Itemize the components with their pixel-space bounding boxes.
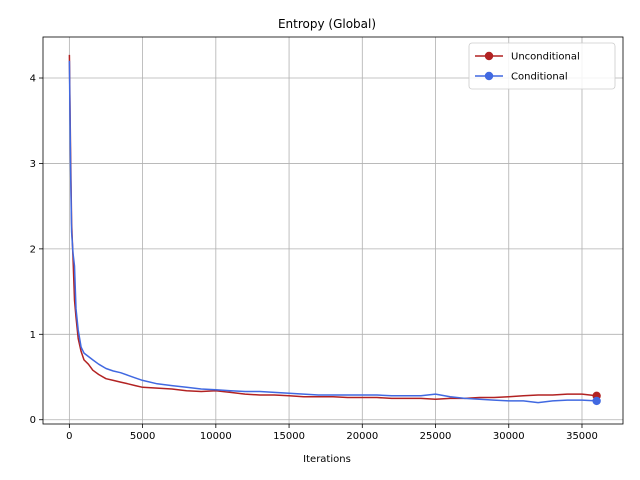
x-axis-label: Iterations [303,454,351,465]
series-end-marker-conditional [592,396,601,406]
legend-box [468,42,616,90]
x-tick-label: 5000 [130,431,155,442]
x-tick-label: 35000 [566,431,598,442]
legend-label-conditional: Conditional [511,72,568,83]
series-line-conditional [68,60,597,404]
x-tick-label: 15000 [273,431,305,442]
y-tick-label: 4 [30,74,36,85]
chart-title: Entropy (Global) [278,17,376,31]
legend: Unconditional Conditional [468,42,616,90]
y-tick-label: 1 [30,330,36,341]
y-tick-label: 2 [30,244,36,255]
y-tick-label: 0 [30,415,36,426]
legend-label-unconditional: Unconditional [511,52,580,63]
legend-marker-conditional [484,71,494,81]
x-tick-label: 0 [66,431,72,442]
axes: 0 5000 10000 15000 20000 25000 30000 35000 0 1 2 3 4 [30,74,598,442]
x-tick-label: 10000 [200,431,232,442]
x-tick-label: 30000 [493,431,525,442]
series-layer [68,54,601,406]
x-tick-label: 20000 [346,431,378,442]
y-tick-label: 3 [30,159,36,170]
x-tick-label: 25000 [420,431,452,442]
legend-marker-unconditional [484,51,494,61]
series-line-unconditional [68,54,597,400]
plot-frame [42,36,624,425]
grid [43,37,623,424]
